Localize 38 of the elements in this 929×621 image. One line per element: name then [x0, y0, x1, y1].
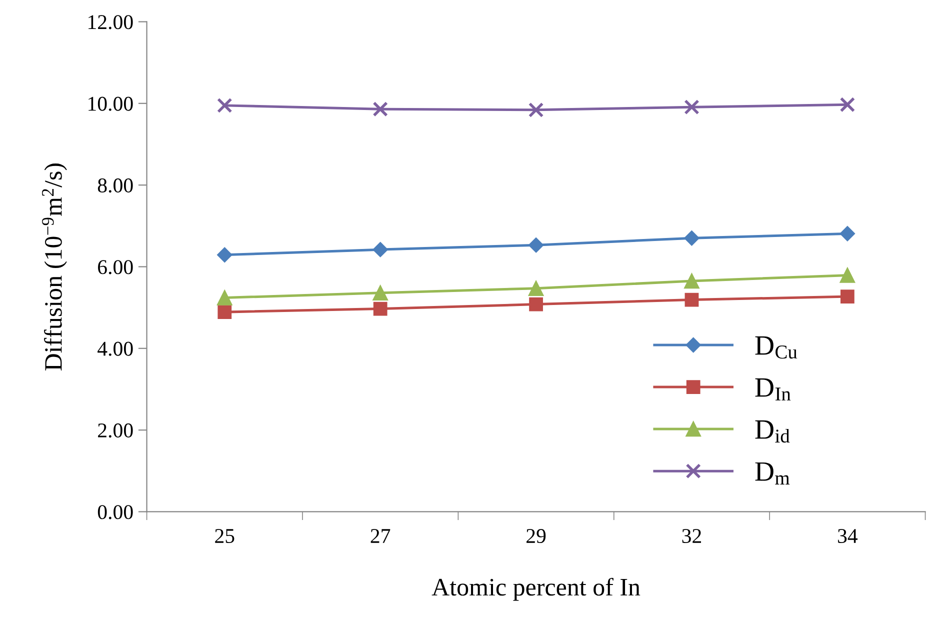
- y-tick-label: 10.00: [88, 96, 133, 111]
- point: [529, 297, 543, 312]
- point: [684, 230, 700, 246]
- y-axis-title: Diffusion (10$^{−9}$m$^{2}$/s): [42, 164, 67, 370]
- point: [684, 292, 699, 307]
- y-tick-label: 8.00: [98, 178, 133, 193]
- point: [840, 226, 856, 242]
- legend-label: D$_{In}$: [755, 378, 791, 400]
- legend-label: D$_{m}$: [755, 462, 790, 484]
- x-axis-title: Atomic percent of In: [432, 578, 640, 601]
- point: [684, 99, 700, 115]
- point: [684, 273, 700, 289]
- point: [840, 96, 856, 112]
- legend-label: D$_{id}$: [755, 420, 790, 443]
- x-tick-label: 27: [370, 529, 390, 543]
- point: [528, 102, 544, 118]
- y-tick-label: 12.00: [88, 15, 133, 30]
- y-tick-label: 6.00: [98, 260, 133, 274]
- point: [372, 101, 388, 117]
- point: [840, 290, 854, 304]
- x-tick-label: 32: [682, 529, 701, 544]
- point: [372, 285, 388, 300]
- point: [528, 238, 544, 253]
- point: [840, 268, 856, 283]
- y-tick-label: 0.00: [98, 505, 133, 520]
- y-tick-label: 2.00: [98, 423, 133, 438]
- x-tick-label: 34: [838, 529, 858, 544]
- point: [373, 302, 388, 316]
- x-tick-label: 29: [526, 529, 546, 544]
- point: [372, 242, 388, 258]
- point: [216, 290, 232, 306]
- point: [216, 98, 232, 114]
- point: [217, 247, 232, 262]
- y-tick-label: 4.00: [98, 342, 133, 356]
- legend-label: D$_{Cu}$: [755, 336, 798, 359]
- x-tick-label: 25: [215, 529, 234, 544]
- point: [218, 305, 232, 319]
- point: [528, 280, 544, 296]
